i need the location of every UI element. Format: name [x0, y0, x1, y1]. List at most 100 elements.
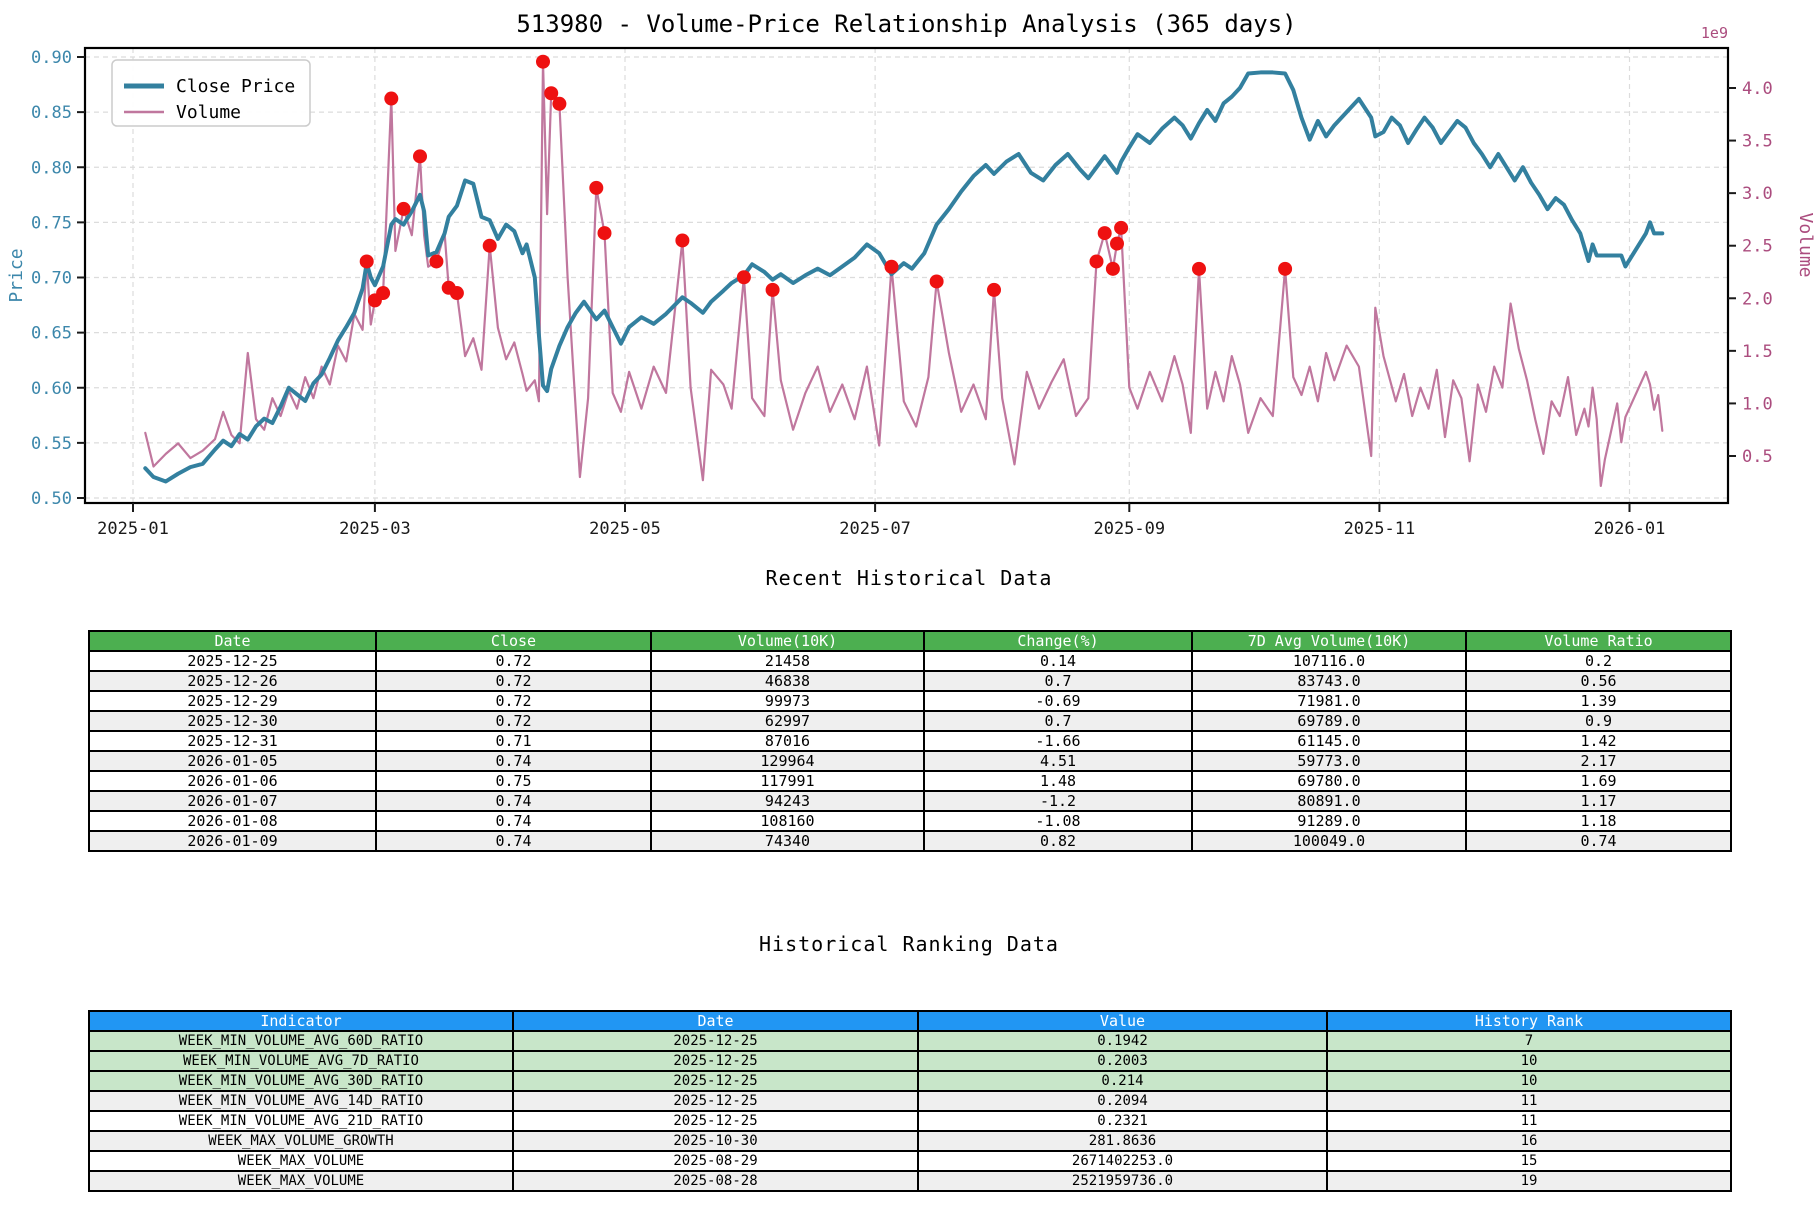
- table-cell: 2025-12-29: [88, 690, 377, 712]
- table-cell: 2025-12-25: [512, 1090, 919, 1112]
- volume-anomaly-marker: [449, 286, 464, 301]
- table-cell: 15: [1326, 1150, 1732, 1172]
- volume-anomaly-marker: [736, 270, 751, 285]
- price-tick-label: 0.70: [31, 269, 72, 289]
- table-cell: 1.39: [1465, 690, 1732, 712]
- table-cell: 117991: [650, 770, 925, 792]
- volume-axis-offset: 1e9: [1701, 24, 1728, 42]
- table-cell: 0.7: [923, 710, 1193, 732]
- column-header: Close: [375, 630, 652, 652]
- column-header: History Rank: [1326, 1010, 1732, 1032]
- table-row: 2026-01-08 0.74 108160 -1.08 91289.0 1.18: [88, 810, 1732, 832]
- date-tick-label: 2025-09: [1093, 519, 1165, 539]
- volume-anomaly-marker: [1105, 261, 1120, 276]
- table-cell: 2025-12-25: [512, 1070, 919, 1092]
- table-cell: 59773.0: [1191, 750, 1467, 772]
- table-cell: 108160: [650, 810, 925, 832]
- table-cell: 0.2094: [917, 1090, 1328, 1112]
- table-cell: 2026-01-05: [88, 750, 377, 772]
- table-cell: 0.1942: [917, 1030, 1328, 1052]
- table-cell: 19: [1326, 1170, 1732, 1192]
- table-cell: 2025-12-25: [512, 1110, 919, 1132]
- table-cell: 2521959736.0: [917, 1170, 1328, 1192]
- volume-price-chart: 0.90 0.85 0.80 0.75 0.70 0.65 0.60 0.55 0.50 4.0 3…: [6, 10, 1816, 539]
- date-tick-label: 2025-07: [839, 519, 911, 539]
- table-cell: WEEK_MAX_VOLUME: [88, 1150, 514, 1172]
- table-cell: 80891.0: [1191, 790, 1467, 812]
- table-cell: 2025-12-26: [88, 670, 377, 692]
- table-cell: 0.72: [375, 690, 652, 712]
- volume-anomaly-marker: [675, 233, 690, 248]
- volume-anomaly-marker: [482, 238, 497, 253]
- volume-tick-label: 2.0: [1742, 289, 1773, 309]
- table-cell: 0.75: [375, 770, 652, 792]
- table-cell: 0.9: [1465, 710, 1732, 732]
- table-cell: 87016: [650, 730, 925, 752]
- volume-axis-label: Volume: [1795, 212, 1816, 277]
- table-cell: -0.69: [923, 690, 1193, 712]
- date-tick-label: 2026-01: [1594, 519, 1666, 539]
- table-cell: 0.74: [375, 790, 652, 812]
- volume-anomaly-marker: [359, 254, 374, 269]
- price-tick-label: 0.85: [31, 103, 72, 123]
- volume-anomaly-marker: [544, 86, 559, 101]
- table-cell: 7: [1326, 1030, 1732, 1052]
- table-cell: 69780.0: [1191, 770, 1467, 792]
- date-tick-label: 2025-03: [339, 519, 411, 539]
- table-cell: WEEK_MAX_VOLUME: [88, 1170, 514, 1192]
- table-cell: 16: [1326, 1130, 1732, 1152]
- table-cell: 0.74: [375, 810, 652, 832]
- table-cell: 2.17: [1465, 750, 1732, 772]
- column-header: Change(%): [923, 630, 1193, 652]
- volume-anomaly-marker: [1114, 220, 1129, 235]
- table-cell: 100049.0: [1191, 830, 1467, 852]
- table-cell: 71981.0: [1191, 690, 1467, 712]
- table-row: 2025-12-26 0.72 46838 0.7 83743.0 0.56: [88, 670, 1732, 692]
- table-cell: 0.72: [375, 710, 652, 732]
- table-cell: 129964: [650, 750, 925, 772]
- table-row: WEEK_MAX_VOLUME 2025-08-28 2521959736.0 19: [88, 1170, 1732, 1192]
- table-cell: 0.7: [923, 670, 1193, 692]
- table-cell: 2025-08-28: [512, 1170, 919, 1192]
- volume-anomaly-marker: [429, 254, 444, 269]
- price-tick-label: 0.75: [31, 213, 72, 233]
- table-cell: 83743.0: [1191, 670, 1467, 692]
- table-cell: 0.214: [917, 1070, 1328, 1092]
- volume-anomaly-marker: [376, 286, 391, 301]
- volume-tick-label: 3.5: [1742, 132, 1773, 152]
- table-cell: 0.74: [375, 830, 652, 852]
- legend-volume-label: Volume: [176, 102, 241, 123]
- close-price-line: [143, 70, 1665, 484]
- ranking-table: Indicator Date Value History Rank WEEK_MIN_V…: [88, 1010, 1732, 1192]
- price-tick-label: 0.65: [31, 324, 72, 344]
- table-cell: -1.2: [923, 790, 1193, 812]
- table-cell: 2025-12-25: [512, 1050, 919, 1072]
- table-row: WEEK_MIN_VOLUME_AVG_60D_RATIO 2025-12-25 0…: [88, 1030, 1732, 1052]
- table-cell: 0.74: [1465, 830, 1732, 852]
- table-cell: 2025-08-29: [512, 1150, 919, 1172]
- chart-title: 513980 - Volume-Price Relationship Analy…: [516, 10, 1296, 38]
- volume-anomaly-marker: [536, 54, 550, 69]
- table-row: 2026-01-05 0.74 129964 4.51 59773.0 2.17: [88, 750, 1732, 772]
- legend-box: [111, 59, 311, 127]
- price-tick-label: 0.60: [31, 379, 72, 399]
- table-cell: WEEK_MIN_VOLUME_AVG_7D_RATIO: [88, 1050, 514, 1072]
- table-row: WEEK_MAX_VOLUME 2025-08-29 2671402253.0 15: [88, 1150, 1732, 1172]
- ranking-heading: Historical Ranking Data: [759, 932, 1059, 956]
- table-row: WEEK_MIN_VOLUME_AVG_21D_RATIO 2025-12-25 0…: [88, 1110, 1732, 1132]
- table-row: 2026-01-09 0.74 74340 0.82 100049.0 0.74: [88, 830, 1732, 852]
- volume-anomaly-marker: [552, 96, 567, 111]
- table-cell: 94243: [650, 790, 925, 812]
- legend-close-price-label: Close Price: [176, 76, 295, 97]
- table-row: 2026-01-07 0.74 94243 -1.2 80891.0 1.17: [88, 790, 1732, 812]
- table-row: WEEK_MIN_VOLUME_AVG_7D_RATIO 2025-12-25 0.…: [88, 1050, 1732, 1072]
- table-row: 2025-12-31 0.71 87016 -1.66 61145.0 1.42: [88, 730, 1732, 752]
- volume-anomaly-marker: [1089, 254, 1104, 269]
- table-cell: 2026-01-06: [88, 770, 377, 792]
- price-axis-label: Price: [6, 248, 27, 302]
- volume-anomaly-marker: [929, 274, 944, 289]
- table-header-row: Indicator Date Value History Rank: [88, 1010, 1732, 1032]
- column-header: Date: [512, 1010, 919, 1032]
- date-tick-label: 2025-05: [589, 519, 661, 539]
